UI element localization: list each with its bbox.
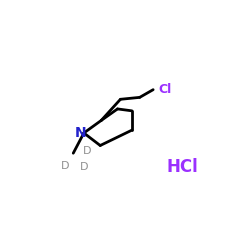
Text: N: N — [74, 126, 86, 140]
Text: D: D — [80, 162, 88, 172]
Text: HCl: HCl — [166, 158, 198, 176]
Text: D: D — [82, 146, 91, 156]
Text: D: D — [61, 161, 70, 171]
Text: Cl: Cl — [158, 82, 172, 96]
